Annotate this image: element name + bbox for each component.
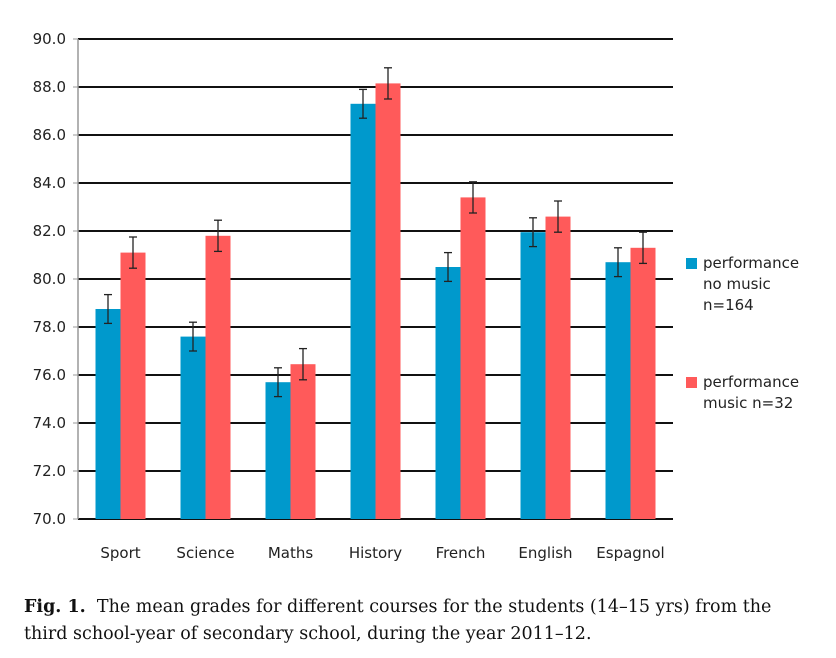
y-tick-label: 72.0 [33,462,66,480]
bar-science-1 [205,235,231,520]
legend-swatch-music [686,377,697,388]
x-tick-label: Espagnol [596,544,664,562]
y-tick-label: 70.0 [33,510,66,528]
bar-science-0 [180,336,206,519]
bar-sport-0 [95,309,121,519]
bar-espagnol-0 [605,262,631,519]
legend-swatch-no-music [686,258,697,269]
y-tick-label: 80.0 [33,270,66,288]
y-tick-label: 82.0 [33,222,66,240]
bar-french-0 [435,267,461,519]
x-tick-label: History [349,544,402,562]
y-tick-label: 76.0 [33,366,66,384]
y-tick-label: 84.0 [33,174,66,192]
x-tick-label: Science [176,544,234,562]
y-tick-label: 90.0 [33,30,66,48]
x-tick-label: Maths [268,544,314,562]
bar-history-0 [350,103,376,520]
legend-line: music n=32 [703,394,794,412]
legend-line: n=164 [703,296,754,314]
bar-english-0 [520,232,546,519]
legend-line: performance [703,373,800,391]
y-tick-label: 78.0 [33,318,66,336]
legend-label-no-music: performance no music n=164 [703,253,836,316]
bar-english-1 [545,216,571,519]
y-tick-label: 88.0 [33,78,66,96]
bar-espagnol-1 [630,247,656,520]
figure-caption: Fig. 1. The mean grades for different co… [24,594,814,648]
bar-chart: 70.0 72.0 74.0 76.0 78.0 80.0 82.0 84.0 86.0 88.0… [33,30,673,562]
x-tick-label: French [436,544,486,562]
caption-text: The mean grades for different courses fo… [24,597,772,644]
legend-line: no music [703,275,771,293]
legend-line: performance [703,254,800,272]
legend-label-music: performance music n=32 [703,372,836,414]
bar-sport-1 [120,252,146,519]
bar-french-1 [460,197,486,519]
bar-history-1 [375,83,401,520]
bar-maths-0 [265,382,291,519]
bar-maths-1 [290,364,316,519]
caption-label: Fig. 1. [24,597,86,617]
x-tick-label: English [518,544,572,562]
y-tick-label: 86.0 [33,126,66,144]
y-tick-label: 74.0 [33,414,66,432]
x-tick-label: Sport [100,544,140,562]
